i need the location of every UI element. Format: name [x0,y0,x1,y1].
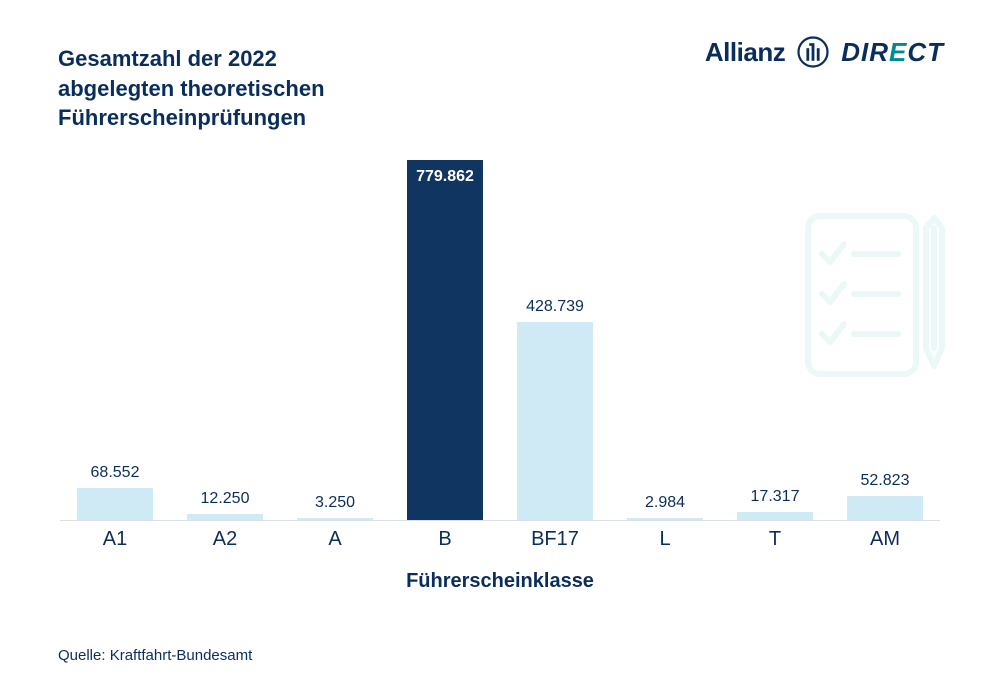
x-tick-label: B [390,528,500,551]
chart-canvas: Gesamtzahl der 2022abgelegten theoretisc… [0,0,1000,700]
bar-value-label: 68.552 [91,464,140,482]
bar-slot-L: 2.984 [610,160,720,520]
x-tick-label: A [280,528,390,551]
bar-rect [407,160,483,520]
x-tick-label: L [610,528,720,551]
x-axis-line [60,520,940,521]
brand-direct-part2: E [889,37,907,67]
plot-area: 68.552 12.250 3.250 779.862 428.739 2.984 17.3… [60,160,940,520]
bar-rect [847,496,923,520]
x-tick-label: BF17 [500,528,610,551]
x-tick-label: A1 [60,528,170,551]
bar-slot-A1: 68.552 [60,160,170,520]
bar-value-label: 52.823 [861,472,910,490]
bar-value-label: 2.984 [645,494,685,512]
bar-slot-T: 17.317 [720,160,830,520]
bar-rect [77,488,153,520]
brand-direct: DIRECT [841,37,944,68]
x-axis-labels: A1A2ABBF17LTAM [60,528,940,551]
bar-value-label: 3.250 [315,494,355,512]
bar-value-label: 17.317 [751,488,800,506]
source-citation: Quelle: Kraftfahrt-Bundesamt [58,647,252,664]
bar-value-label: 779.862 [416,168,474,186]
brand-name: Allianz [705,37,785,68]
x-axis-title: Führerscheinklasse [60,570,940,593]
x-tick-label: A2 [170,528,280,551]
x-tick-label: T [720,528,830,551]
bar-slot-BF17: 428.739 [500,160,610,520]
allianz-logo-icon [797,36,829,68]
bar-slot-AM: 52.823 [830,160,940,520]
brand-direct-part1: DIR [841,37,889,67]
bar-value-label: 12.250 [201,490,250,508]
x-tick-label: AM [830,528,940,551]
chart-title: Gesamtzahl der 2022abgelegten theoretisc… [58,44,325,133]
bar-slot-B: 779.862 [390,160,500,520]
bar-rect [517,322,593,520]
bar-value-label: 428.739 [526,298,584,316]
bar-slot-A2: 12.250 [170,160,280,520]
bar-chart: 68.552 12.250 3.250 779.862 428.739 2.984 17.3… [60,160,940,580]
bars-container: 68.552 12.250 3.250 779.862 428.739 2.984 17.3… [60,160,940,520]
brand-direct-part3: CT [907,37,944,67]
bar-slot-A: 3.250 [280,160,390,520]
bar-rect [737,512,813,520]
brand-block: Allianz DIRECT [705,36,944,68]
